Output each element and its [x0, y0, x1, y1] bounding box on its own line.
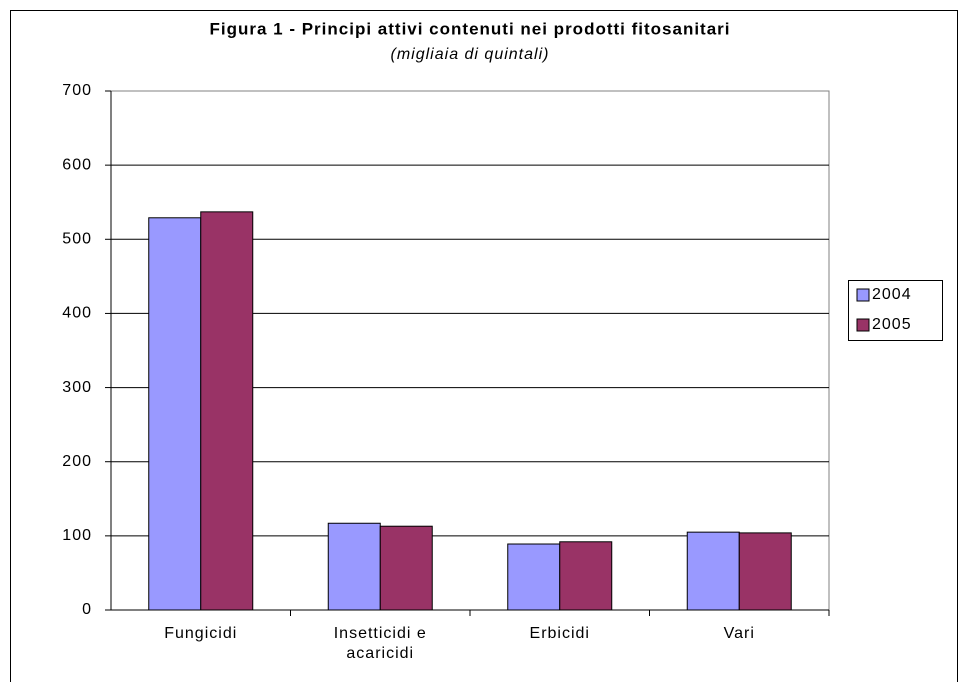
- bar: [148, 217, 202, 611]
- y-tick-label: 100: [62, 527, 92, 544]
- bar: [507, 543, 561, 611]
- y-tick-label: 700: [62, 82, 92, 99]
- bar: [686, 531, 740, 611]
- chart-subtitle: (migliaia di quintali): [391, 46, 550, 63]
- y-tick-label: 200: [62, 453, 92, 470]
- x-tick-label: Fungicidi: [164, 625, 238, 642]
- x-tick-label: Insetticidi e acaricidi: [333, 625, 427, 662]
- bar: [559, 541, 613, 611]
- y-tick-label: 0: [82, 601, 92, 618]
- legend-label: 2005: [872, 316, 912, 333]
- legend-label: 2004: [872, 286, 912, 303]
- x-tick-label: Vari: [723, 625, 755, 642]
- legend-swatch: [856, 318, 870, 332]
- legend-swatch: [856, 288, 870, 302]
- x-tick-label-box: Fungicidi: [164, 625, 238, 642]
- chart-title: Figura 1 - Principi attivi contenuti nei…: [209, 19, 730, 38]
- y-tick-label: 500: [62, 231, 92, 248]
- y-tick-label: 400: [62, 305, 92, 322]
- y-tick-label: 300: [62, 379, 92, 396]
- x-tick-label-box: Vari: [723, 625, 755, 642]
- bar: [200, 211, 254, 611]
- x-tick-label: Erbicidi: [529, 625, 590, 642]
- bar: [738, 532, 792, 611]
- bar: [327, 522, 381, 611]
- x-tick-label-box: Erbicidi: [529, 625, 590, 642]
- y-tick-label: 600: [62, 156, 92, 173]
- x-tick-label-box: Insetticidi e acaricidi: [333, 625, 427, 662]
- bar: [379, 525, 433, 611]
